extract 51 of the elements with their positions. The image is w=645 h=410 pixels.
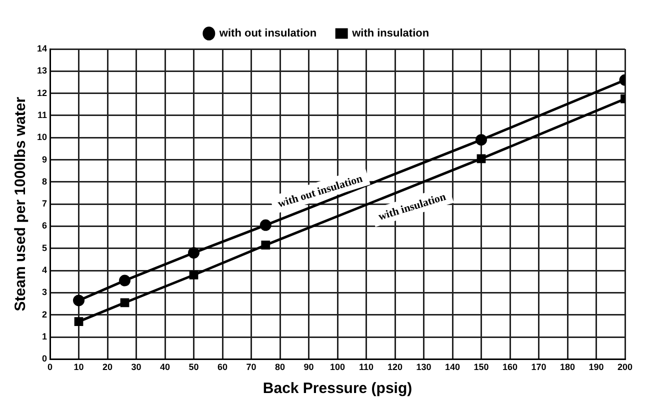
y-tick-label: 13 <box>36 66 48 76</box>
point <box>476 154 486 164</box>
x-tick-label: 200 <box>617 362 633 372</box>
y-tick-label: 7 <box>42 198 48 209</box>
x-tick-label: 10 <box>74 362 84 372</box>
point <box>119 274 131 286</box>
point <box>189 270 198 280</box>
y-tick-label: 5 <box>42 242 48 253</box>
annotation: with insulation <box>377 190 448 224</box>
y-tick-label: 8 <box>42 176 48 186</box>
y-tick-label: 12 <box>36 88 48 98</box>
y-tick-label: 6 <box>42 220 48 231</box>
x-tick-label: 40 <box>160 362 170 372</box>
point <box>120 298 130 308</box>
x-tick-label: 80 <box>275 362 286 372</box>
x-tick-label: 130 <box>416 362 432 372</box>
point <box>476 134 488 146</box>
y-axis-title: Steam used per 1000lbs water <box>12 96 30 312</box>
y-tick-label: 3 <box>42 287 48 298</box>
x-axis-title: Back Pressure (psig) <box>262 380 412 398</box>
annotation: with out insulation <box>276 172 364 210</box>
y-tick-label: 11 <box>37 110 48 120</box>
point <box>261 240 270 250</box>
x-tick-label: 50 <box>188 362 199 372</box>
point <box>188 247 200 259</box>
x-tick-label: 90 <box>304 362 314 372</box>
point <box>260 219 272 231</box>
x-tick-label: 190 <box>588 362 604 372</box>
point <box>73 294 85 306</box>
y-tick-label: 10 <box>36 132 48 142</box>
x-tick-label: 120 <box>387 362 403 372</box>
point <box>74 317 84 326</box>
x-tick-label: 180 <box>560 362 576 372</box>
legend-label: with out insulation <box>218 28 317 40</box>
y-tick-label: 14 <box>36 43 48 54</box>
x-tick-label: 140 <box>444 362 460 372</box>
x-tick-label: 30 <box>131 362 142 372</box>
x-tick-label: 160 <box>502 362 518 372</box>
legend-label: with insulation <box>351 28 430 40</box>
y-tick-label: 4 <box>42 265 48 276</box>
x-tick-label: 70 <box>246 362 256 372</box>
x-tick-label: 150 <box>474 362 489 372</box>
x-tick-label: 110 <box>358 362 374 372</box>
y-tick-label: 1 <box>42 332 48 342</box>
x-tick-label: 60 <box>218 362 228 372</box>
x-tick-label: 170 <box>531 362 546 372</box>
x-tick-label: 20 <box>102 362 113 372</box>
y-tick-label: 0 <box>42 354 48 364</box>
x-tick-label: 100 <box>330 362 346 372</box>
y-tick-label: 9 <box>42 154 48 164</box>
y-tick-label: 2 <box>42 309 48 320</box>
